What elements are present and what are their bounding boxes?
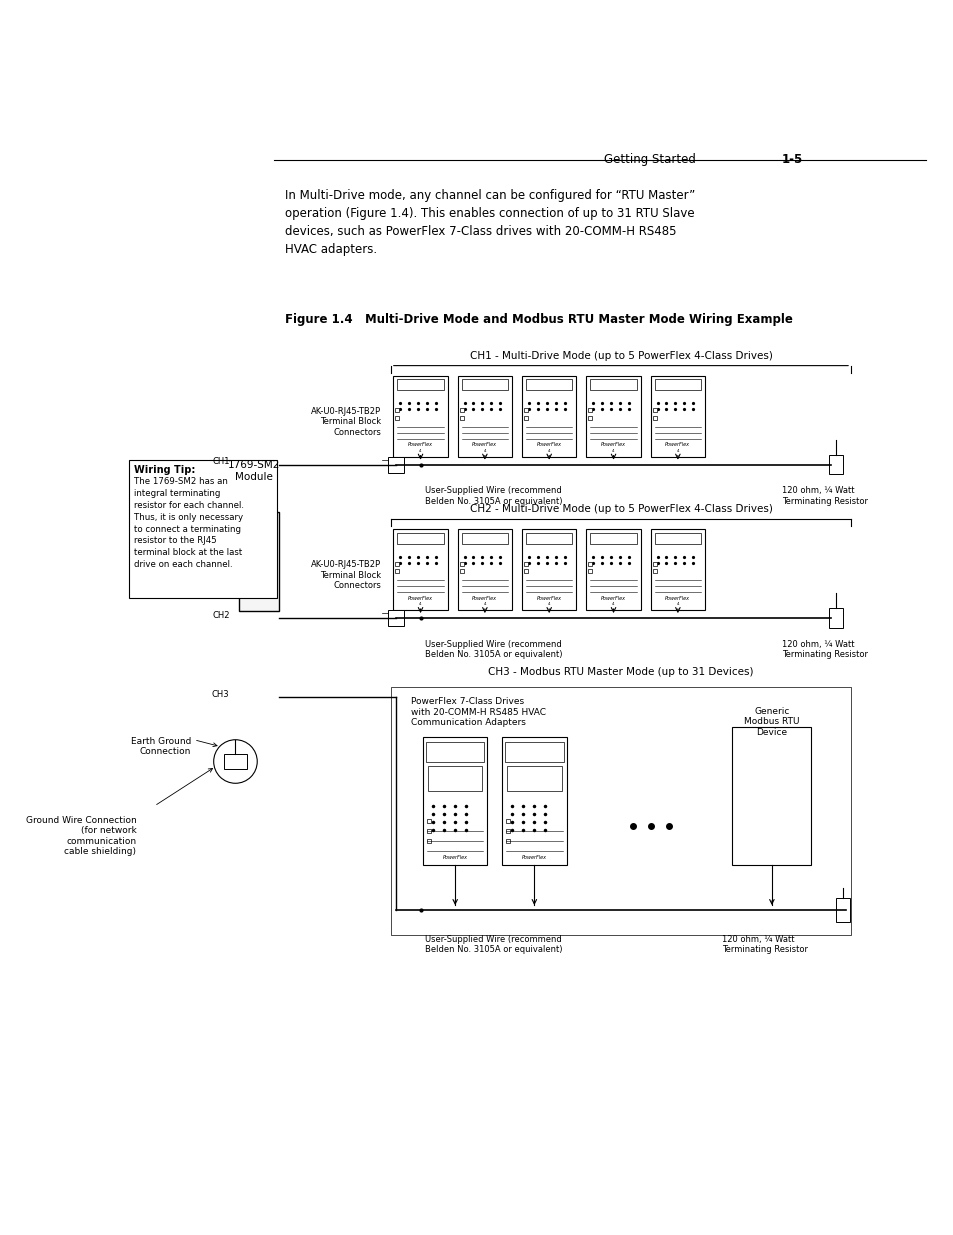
- Text: CH1: CH1: [212, 457, 230, 466]
- Bar: [505, 742, 563, 762]
- Bar: [388, 610, 403, 626]
- Text: User-Supplied Wire (recommend
Belden No. 3105A or equivalent): User-Supplied Wire (recommend Belden No.…: [425, 935, 562, 955]
- Text: The 1769-SM2 has an
integral terminating
resistor for each channel.
Thus, it is : The 1769-SM2 has an integral terminating…: [133, 478, 243, 569]
- Bar: [396, 379, 443, 390]
- Text: In Multi-Drive mode, any channel can be configured for “RTU Master”
operation (F: In Multi-Drive mode, any channel can be …: [285, 189, 695, 257]
- Text: User-Supplied Wire (recommend
Belden No. 3105A or equivalent): User-Supplied Wire (recommend Belden No.…: [425, 640, 562, 659]
- Text: Getting Started: Getting Started: [603, 153, 695, 165]
- Text: PowerFlex: PowerFlex: [472, 595, 497, 600]
- Text: PowerFlex: PowerFlex: [664, 442, 690, 447]
- Bar: [525, 379, 572, 390]
- Text: 4: 4: [483, 448, 486, 453]
- Text: PowerFlex: PowerFlex: [664, 595, 690, 600]
- Text: 4: 4: [676, 448, 679, 453]
- Text: CH1 - Multi-Drive Mode (up to 5 PowerFlex 4-Class Drives): CH1 - Multi-Drive Mode (up to 5 PowerFle…: [469, 351, 772, 361]
- Text: 4: 4: [547, 603, 550, 606]
- Text: PowerFlex: PowerFlex: [537, 595, 561, 600]
- Text: 4: 4: [547, 448, 550, 453]
- Text: AK-U0-RJ45-TB2P
Terminal Block
Connectors: AK-U0-RJ45-TB2P Terminal Block Connector…: [311, 408, 380, 437]
- Bar: [828, 608, 842, 627]
- Bar: [239, 511, 278, 610]
- Bar: [396, 532, 443, 543]
- Text: 4: 4: [483, 603, 486, 606]
- Text: CH2 - Multi-Drive Mode (up to 5 PowerFlex 4-Class Drives): CH2 - Multi-Drive Mode (up to 5 PowerFle…: [469, 504, 772, 514]
- Text: 120 ohm, ¼ Watt
Terminating Resistor: 120 ohm, ¼ Watt Terminating Resistor: [781, 487, 867, 506]
- Bar: [393, 375, 447, 457]
- Text: Figure 1.4   Multi-Drive Mode and Modbus RTU Master Mode Wiring Example: Figure 1.4 Multi-Drive Mode and Modbus R…: [285, 314, 792, 326]
- Text: PowerFlex: PowerFlex: [442, 855, 467, 860]
- Bar: [586, 375, 640, 457]
- Text: 1-5: 1-5: [781, 153, 802, 165]
- Bar: [393, 529, 447, 610]
- Text: User-Supplied Wire (recommend
Belden No. 3105A or equivalent): User-Supplied Wire (recommend Belden No.…: [425, 487, 562, 506]
- Bar: [426, 742, 484, 762]
- Bar: [428, 767, 482, 792]
- Bar: [654, 532, 700, 543]
- Bar: [828, 454, 842, 474]
- Text: 4: 4: [419, 603, 421, 606]
- Bar: [223, 753, 247, 769]
- Text: PowerFlex: PowerFlex: [600, 442, 625, 447]
- Text: 120 ohm, ¼ Watt
Terminating Resistor: 120 ohm, ¼ Watt Terminating Resistor: [781, 640, 867, 659]
- Text: AK-U0-RJ45-TB2P
Terminal Block
Connectors: AK-U0-RJ45-TB2P Terminal Block Connector…: [311, 561, 380, 590]
- Text: 4: 4: [612, 603, 614, 606]
- Text: Ground Wire Connection
(for network
communication
cable shielding): Ground Wire Connection (for network comm…: [26, 816, 136, 856]
- Text: PowerFlex: PowerFlex: [408, 595, 433, 600]
- Text: CH3 - Modbus RTU Master Mode (up to 31 Devices): CH3 - Modbus RTU Master Mode (up to 31 D…: [488, 667, 753, 677]
- Bar: [457, 375, 512, 457]
- Bar: [590, 379, 636, 390]
- Text: 1769-SM2
Module: 1769-SM2 Module: [228, 461, 280, 482]
- Text: 120 ohm, ¼ Watt
Terminating Resistor: 120 ohm, ¼ Watt Terminating Resistor: [721, 935, 807, 955]
- Text: 4: 4: [419, 448, 421, 453]
- Bar: [461, 379, 508, 390]
- Bar: [521, 529, 576, 610]
- Text: PowerFlex: PowerFlex: [521, 855, 546, 860]
- Text: PowerFlex: PowerFlex: [600, 595, 625, 600]
- Bar: [422, 737, 487, 866]
- Bar: [388, 457, 403, 473]
- Text: PowerFlex: PowerFlex: [472, 442, 497, 447]
- Text: Generic
Modbus RTU
Device: Generic Modbus RTU Device: [743, 708, 799, 737]
- Text: CH3: CH3: [212, 689, 230, 699]
- Bar: [507, 767, 561, 792]
- Text: PowerFlex: PowerFlex: [408, 442, 433, 447]
- Text: 4: 4: [676, 603, 679, 606]
- Bar: [732, 727, 811, 866]
- Text: Earth Ground
Connection: Earth Ground Connection: [131, 737, 191, 756]
- Bar: [650, 375, 704, 457]
- Bar: [391, 687, 850, 935]
- Text: PowerFlex 7-Class Drives
with 20-COMM-H RS485 HVAC
Communication Adapters: PowerFlex 7-Class Drives with 20-COMM-H …: [410, 698, 545, 727]
- Bar: [521, 375, 576, 457]
- Text: 4: 4: [612, 448, 614, 453]
- Bar: [129, 459, 276, 598]
- Bar: [525, 532, 572, 543]
- Text: CH2: CH2: [212, 610, 230, 620]
- Bar: [586, 529, 640, 610]
- Bar: [457, 529, 512, 610]
- Text: PowerFlex: PowerFlex: [537, 442, 561, 447]
- Bar: [461, 532, 508, 543]
- Bar: [654, 379, 700, 390]
- Bar: [836, 898, 849, 921]
- Bar: [590, 532, 636, 543]
- Bar: [650, 529, 704, 610]
- Bar: [501, 737, 566, 866]
- Text: Wiring Tip:: Wiring Tip:: [133, 464, 194, 474]
